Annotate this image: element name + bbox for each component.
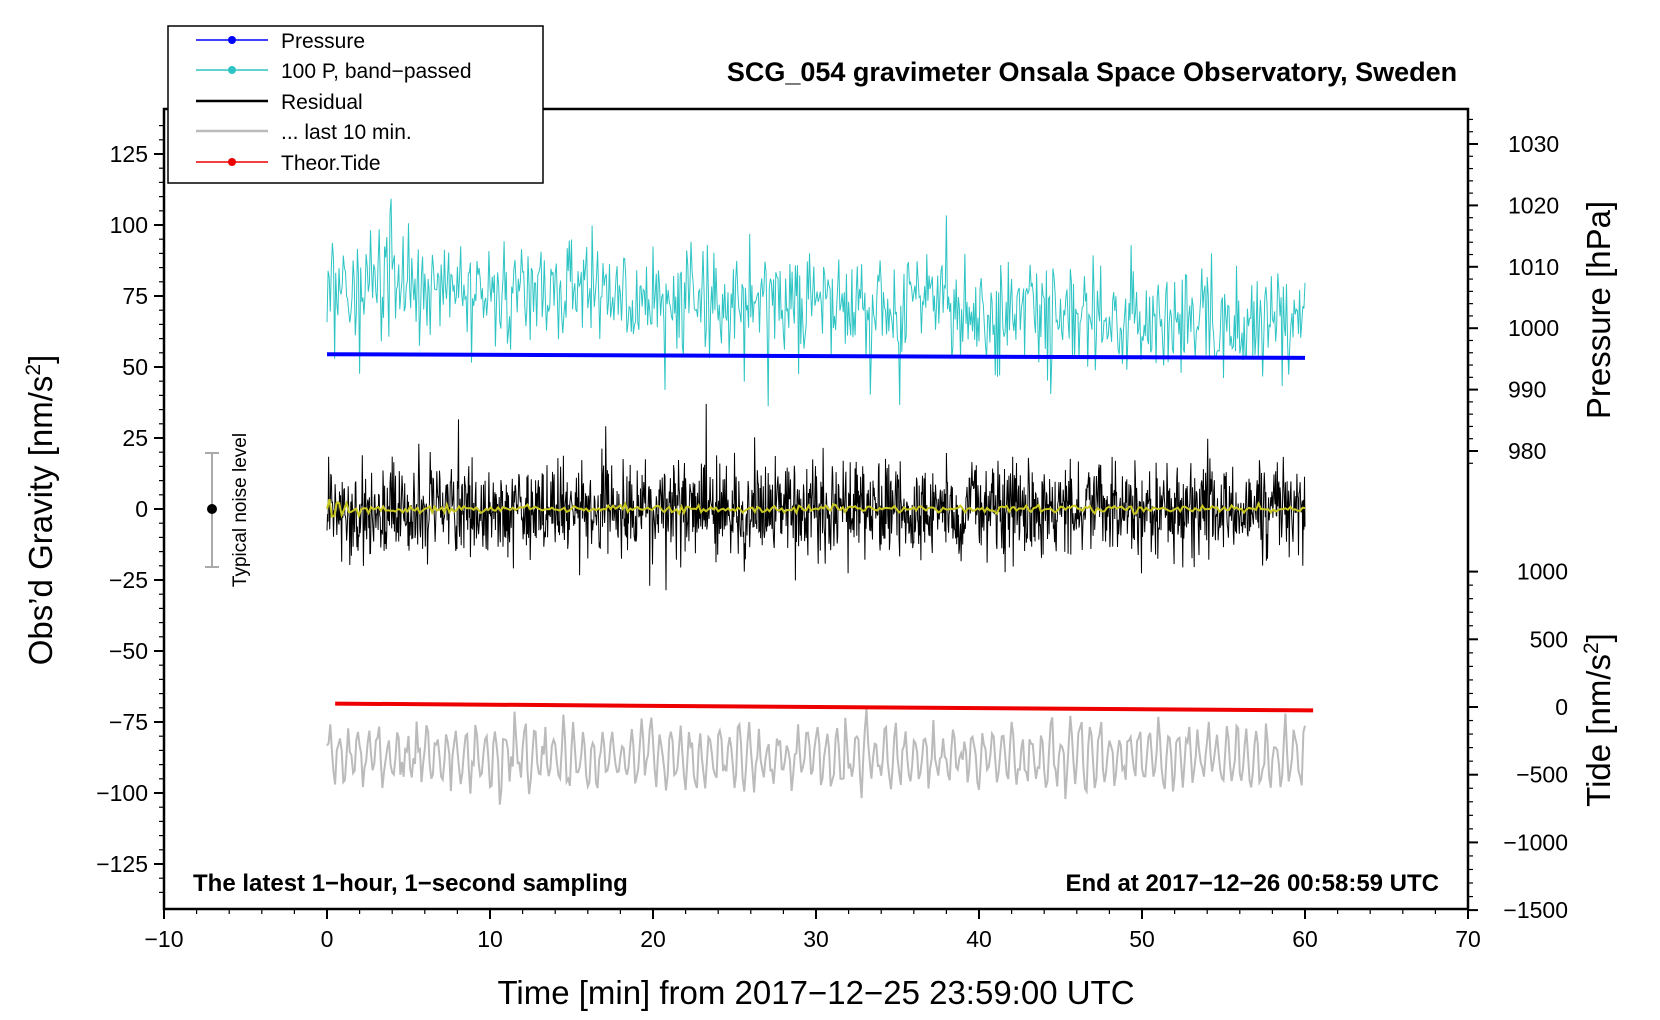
y-tick-label-pressure: 1010 (1508, 254, 1559, 280)
series-theoretical-tide (335, 701, 1314, 713)
y-tick-label-tide: −1000 (1503, 829, 1568, 855)
legend-item-bandpassed: 100 P, band−passed (196, 60, 472, 83)
legend-marker-tide (228, 158, 236, 166)
y-tick-label-tide: 500 (1530, 626, 1568, 652)
y-tick-label-gravity: −50 (109, 638, 148, 664)
ticks-layer: −10 0 10 20 30 40 50 60 70−125−100−75−50−2502550… (96, 118, 1568, 952)
chart-title: SCG_054 gravimeter Onsala Space Observat… (727, 57, 1457, 87)
x-tick-label: 60 (1292, 926, 1318, 952)
y-tick-label-gravity: −125 (96, 851, 148, 877)
y-tick-label-gravity: −25 (109, 567, 148, 593)
legend-item-pressure: Pressure (196, 30, 365, 53)
y-tick-label-gravity: 50 (122, 354, 148, 380)
series-layer (326, 198, 1314, 805)
y-tick-label-pressure: 1020 (1508, 192, 1559, 218)
y-tick-label-pressure: 990 (1508, 377, 1546, 403)
x-tick-label: 50 (1129, 926, 1155, 952)
x-axis-title: Time [min] from 2017−12−25 23:59:00 UTC (497, 974, 1134, 1011)
series-residual (326, 403, 1306, 591)
y-axis-title-left-close: ] (22, 355, 59, 364)
legend-label-residual: Residual (281, 91, 363, 114)
y-axis-title-tide-sup: 2 (1580, 642, 1603, 654)
y-axis-title-tide-close: ] (1580, 633, 1617, 642)
y-tick-label-gravity: −100 (96, 780, 148, 806)
annotation-end-time: End at 2017−12−26 00:58:59 UTC (1065, 870, 1439, 897)
y-tick-label-tide: 0 (1555, 694, 1568, 720)
legend-item-residual: Residual (196, 91, 363, 114)
legend-label-pressure: Pressure (281, 30, 365, 53)
y-tick-label-gravity: 125 (110, 141, 148, 167)
y-axis-title-pressure: Pressure [hPa] (1580, 201, 1617, 419)
legend-label-tide: Theor.Tide (281, 152, 381, 175)
x-tick-label: 20 (640, 926, 666, 952)
x-tick-label: 30 (803, 926, 829, 952)
annotation-sampling: The latest 1−hour, 1−second sampling (193, 870, 628, 897)
legend: Pressure 100 P, band−passed Residual ...… (167, 25, 544, 184)
legend-label-bandpassed: 100 P, band−passed (281, 60, 472, 83)
legend-marker-pressure (228, 36, 236, 44)
y-tick-label-gravity: 100 (110, 212, 148, 238)
y-tick-label-pressure: 1030 (1508, 131, 1559, 157)
y-axis-title-left-main: Obs’d Gravity [nm/s (22, 376, 59, 666)
series-last-10-min (326, 708, 1306, 805)
series-bandpassed-pressure (326, 198, 1306, 407)
y-axis-title-tide-main: Tide [nm/s (1580, 654, 1617, 807)
noise-level-label: Typical noise level (230, 433, 251, 587)
y-tick-label-gravity: 25 (122, 425, 148, 451)
y-axis-title-tide: Tide [nm/s2] (1580, 633, 1617, 807)
series-residual-smoothed (326, 498, 1306, 519)
y-tick-label-gravity: 75 (122, 283, 148, 309)
y-tick-label-pressure: 980 (1508, 438, 1546, 464)
y-tick-label-tide: −1500 (1503, 897, 1568, 923)
y-tick-label-tide: 1000 (1517, 559, 1568, 585)
legend-box (167, 25, 544, 184)
series-pressure (326, 352, 1306, 360)
noise-bar-center-dot (207, 504, 217, 514)
x-tick-label: 10 (477, 926, 503, 952)
noise-level-indicator: Typical noise level (205, 433, 251, 587)
legend-marker-bandpassed (228, 66, 236, 74)
y-tick-label-gravity: 0 (135, 496, 148, 522)
y-axis-title-left-sup: 2 (22, 364, 45, 376)
legend-item-last10: ... last 10 min. (196, 121, 412, 144)
y-tick-label-pressure: 1000 (1508, 315, 1559, 341)
y-axis-title-left: Obs’d Gravity [nm/s2] (22, 355, 59, 666)
x-tick-label: 0 (321, 926, 334, 952)
legend-label-last10: ... last 10 min. (281, 121, 412, 144)
y-tick-label-gravity: −75 (109, 709, 148, 735)
legend-item-tide: Theor.Tide (196, 152, 381, 175)
x-tick-label: 70 (1455, 926, 1481, 952)
y-tick-label-tide: −500 (1516, 762, 1568, 788)
x-tick-label: 40 (966, 926, 992, 952)
x-tick-label: −10 (144, 926, 183, 952)
